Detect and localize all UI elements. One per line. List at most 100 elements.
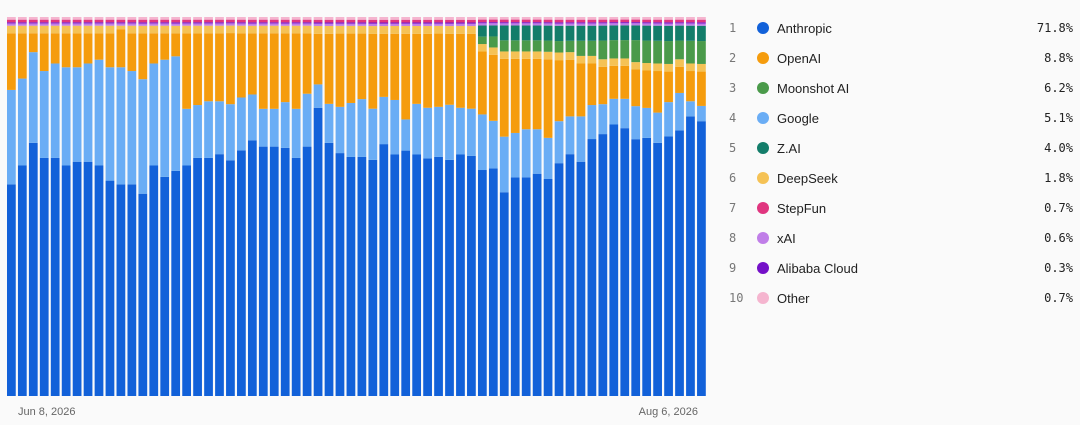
bar-segment-deepseek[interactable] (258, 25, 268, 34)
bar-segment-alibaba-cloud[interactable] (477, 22, 487, 24)
bar-segment-deepseek[interactable] (127, 25, 137, 34)
bar-segment-alibaba-cloud[interactable] (324, 22, 334, 24)
bar-segment-stepfun[interactable] (346, 19, 356, 23)
bar-segment-alibaba-cloud[interactable] (291, 22, 301, 24)
bar-segment-stepfun[interactable] (182, 19, 191, 23)
bar-segment-openai[interactable] (653, 71, 662, 113)
bar-segment-deepseek[interactable] (598, 59, 608, 67)
bar-segment-stepfun[interactable] (105, 19, 115, 23)
bar-segment-alibaba-cloud[interactable] (105, 22, 115, 24)
bar-segment-z-ai[interactable] (499, 25, 509, 41)
bar-segment-google[interactable] (346, 102, 356, 157)
bar-segment-google[interactable] (620, 98, 630, 129)
bar-segment-deepseek[interactable] (477, 44, 487, 52)
bar-segment-anthropic[interactable] (105, 180, 115, 396)
bar-segment-z-ai[interactable] (642, 25, 652, 41)
bar-segment-other[interactable] (521, 17, 531, 20)
bar-segment-xai[interactable] (675, 23, 684, 26)
bar-segment-anthropic[interactable] (258, 146, 268, 396)
bar-segment-deepseek[interactable] (543, 51, 553, 60)
bar-segment-deepseek[interactable] (182, 25, 191, 34)
bar-segment-other[interactable] (357, 17, 367, 20)
bar-segment-google[interactable] (686, 101, 695, 117)
bar-segment-xai[interactable] (434, 23, 443, 26)
bar-segment-deepseek[interactable] (675, 59, 684, 67)
bar-segment-google[interactable] (182, 108, 191, 166)
bar-segment-other[interactable] (127, 17, 137, 20)
bar-segment-deepseek[interactable] (105, 25, 115, 34)
bar-segment-openai[interactable] (83, 33, 93, 64)
bar-segment-anthropic[interactable] (390, 154, 400, 397)
bar-segment-stepfun[interactable] (576, 19, 586, 23)
bar-segment-stepfun[interactable] (379, 19, 389, 23)
legend-item-moonshot-ai[interactable]: 3 Moonshot AI 6.2% (725, 73, 1077, 103)
bar-segment-anthropic[interactable] (357, 156, 367, 396)
bar-segment-google[interactable] (335, 106, 345, 154)
bar-segment-anthropic[interactable] (17, 165, 27, 397)
bar-segment-other[interactable] (598, 17, 608, 20)
bar-segment-deepseek[interactable] (193, 25, 202, 34)
bar-segment-anthropic[interactable] (598, 134, 608, 396)
bar-segment-deepseek[interactable] (653, 63, 662, 72)
bar-segment-anthropic[interactable] (379, 144, 389, 396)
bar-segment-anthropic[interactable] (61, 165, 71, 397)
legend-item-deepseek[interactable]: 6 DeepSeek 1.8% (725, 163, 1077, 193)
bar-segment-other[interactable] (664, 17, 673, 20)
bar-segment-alibaba-cloud[interactable] (587, 22, 597, 24)
bar-segment-deepseek[interactable] (631, 62, 641, 70)
bar-segment-openai[interactable] (368, 33, 378, 109)
bar-segment-moonshot-ai[interactable] (565, 40, 575, 53)
bar-segment-openai[interactable] (488, 54, 498, 121)
bar-segment-anthropic[interactable] (697, 121, 706, 396)
bar-segment-deepseek[interactable] (642, 63, 652, 71)
bar-segment-xai[interactable] (116, 23, 126, 26)
bar-segment-stepfun[interactable] (149, 19, 159, 23)
bar-segment-xai[interactable] (215, 23, 224, 26)
bar-segment-other[interactable] (83, 17, 93, 20)
bar-segment-google[interactable] (105, 67, 115, 181)
bar-segment-anthropic[interactable] (664, 136, 673, 396)
bar-segment-xai[interactable] (510, 23, 520, 26)
bar-segment-xai[interactable] (269, 23, 279, 26)
bar-segment-openai[interactable] (675, 66, 684, 93)
bar-segment-xai[interactable] (105, 23, 115, 26)
bar-segment-stepfun[interactable] (554, 19, 564, 23)
bar-segment-anthropic[interactable] (565, 154, 575, 396)
bar-segment-xai[interactable] (664, 23, 673, 26)
bar-segment-openai[interactable] (215, 33, 224, 102)
bar-segment-z-ai[interactable] (510, 25, 520, 41)
bar-segment-other[interactable] (335, 17, 345, 20)
bar-segment-xai[interactable] (532, 23, 542, 26)
bar-segment-google[interactable] (499, 136, 509, 193)
bar-segment-alibaba-cloud[interactable] (565, 22, 575, 24)
bar-segment-google[interactable] (116, 67, 126, 185)
bar-segment-anthropic[interactable] (324, 142, 334, 396)
bar-segment-deepseek[interactable] (50, 25, 60, 34)
bar-segment-xai[interactable] (72, 23, 82, 26)
bar-segment-deepseek[interactable] (346, 25, 356, 34)
bar-segment-xai[interactable] (291, 23, 301, 26)
bar-segment-alibaba-cloud[interactable] (204, 22, 213, 24)
bar-segment-openai[interactable] (335, 33, 345, 107)
bar-segment-openai[interactable] (247, 33, 257, 95)
bar-segment-google[interactable] (226, 104, 235, 161)
bar-segment-xai[interactable] (335, 23, 345, 26)
bar-segment-alibaba-cloud[interactable] (357, 22, 367, 24)
bar-segment-xai[interactable] (423, 23, 432, 26)
bar-segment-stepfun[interactable] (313, 19, 323, 23)
bar-segment-google[interactable] (83, 63, 93, 162)
bar-segment-other[interactable] (675, 17, 684, 20)
bar-segment-deepseek[interactable] (138, 25, 148, 34)
bar-segment-anthropic[interactable] (477, 170, 487, 396)
bar-segment-deepseek[interactable] (204, 25, 213, 34)
bar-segment-stepfun[interactable] (61, 19, 71, 23)
legend-item-anthropic[interactable]: 1 Anthropic 71.8% (725, 13, 1077, 43)
bar-segment-google[interactable] (653, 112, 662, 143)
bar-segment-anthropic[interactable] (83, 161, 93, 396)
bar-segment-deepseek[interactable] (390, 25, 400, 34)
bar-segment-openai[interactable] (182, 33, 191, 109)
bar-segment-anthropic[interactable] (368, 159, 378, 396)
bar-segment-deepseek[interactable] (302, 25, 312, 34)
bar-segment-anthropic[interactable] (94, 165, 104, 397)
bar-segment-anthropic[interactable] (313, 107, 323, 396)
